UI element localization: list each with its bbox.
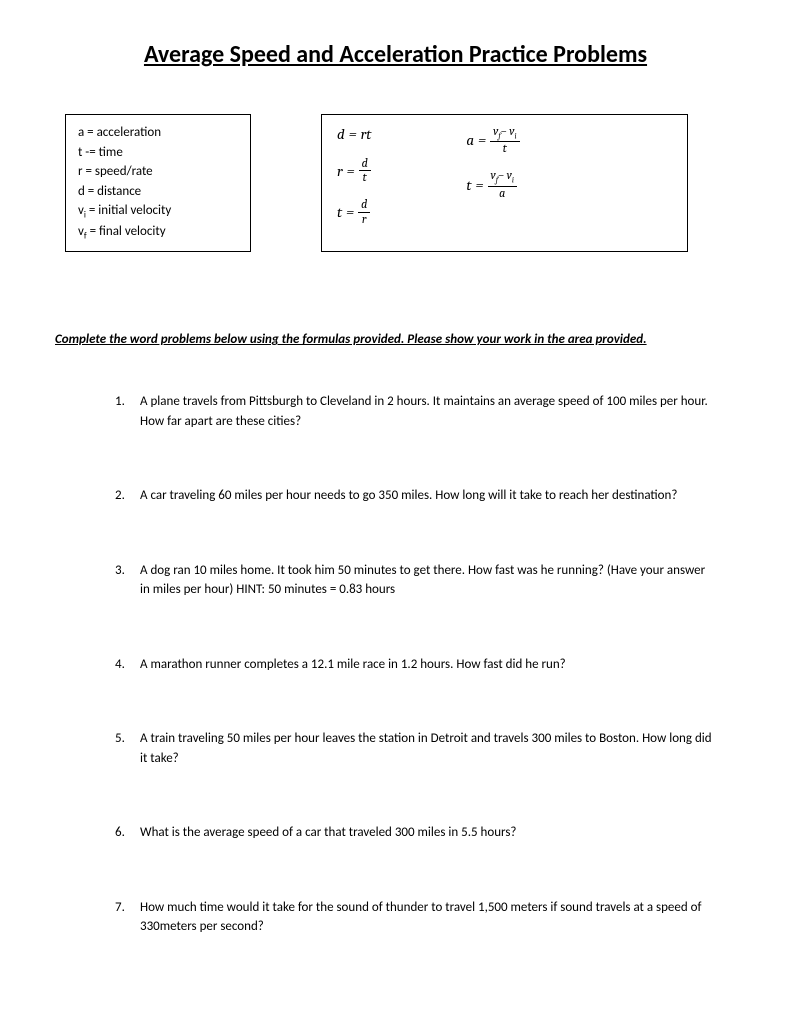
- formula-col-1: d = rt r = d t t = d r: [337, 125, 371, 241]
- formula-t-va: t = vf− vi a: [466, 169, 519, 199]
- problem-item: 5. A train traveling 50 miles per hour l…: [115, 729, 716, 768]
- def-t: t -= time: [78, 143, 238, 163]
- problem-number: 1.: [115, 392, 140, 431]
- problem-text: A dog ran 10 miles home. It took him 50 …: [140, 561, 716, 600]
- problem-item: 7. How much time would it take for the s…: [115, 898, 716, 937]
- definitions-box: a = acceleration t -= time r = speed/rat…: [65, 114, 251, 252]
- page-title: Average Speed and Acceleration Practice …: [55, 40, 736, 69]
- problem-number: 6.: [115, 823, 140, 843]
- problem-number: 2.: [115, 486, 140, 506]
- problem-number: 3.: [115, 561, 140, 600]
- def-d: d = distance: [78, 182, 238, 202]
- formula-t-dr: t = d r: [337, 198, 371, 225]
- problem-item: 3. A dog ran 10 miles home. It took him …: [115, 561, 716, 600]
- formula-col-2: a = vf− vi t t = vf− vi a: [466, 125, 519, 241]
- formula-d-rt: d = rt: [337, 125, 371, 143]
- instruction-text: Complete the word problems below using t…: [55, 332, 736, 347]
- formula-r-dt: r = d t: [337, 157, 371, 184]
- problem-text: What is the average speed of a car that …: [140, 823, 716, 843]
- def-vf: vf = final velocity: [78, 222, 238, 243]
- problems-list: 1. A plane travels from Pittsburgh to Cl…: [55, 392, 736, 937]
- problem-number: 5.: [115, 729, 140, 768]
- worksheet-page: Average Speed and Acceleration Practice …: [0, 0, 791, 977]
- formulas-box: d = rt r = d t t = d r: [321, 114, 688, 252]
- problem-number: 4.: [115, 655, 140, 675]
- problem-text: A train traveling 50 miles per hour leav…: [140, 729, 716, 768]
- problem-text: How much time would it take for the soun…: [140, 898, 716, 937]
- problem-text: A plane travels from Pittsburgh to Cleve…: [140, 392, 716, 431]
- def-vi: vi = initial velocity: [78, 201, 238, 222]
- problem-number: 7.: [115, 898, 140, 937]
- problem-item: 1. A plane travels from Pittsburgh to Cl…: [115, 392, 716, 431]
- problem-text: A car traveling 60 miles per hour needs …: [140, 486, 716, 506]
- reference-boxes: a = acceleration t -= time r = speed/rat…: [55, 114, 736, 252]
- problem-item: 4. A marathon runner completes a 12.1 mi…: [115, 655, 716, 675]
- problem-text: A marathon runner completes a 12.1 mile …: [140, 655, 716, 675]
- problem-item: 6. What is the average speed of a car th…: [115, 823, 716, 843]
- def-a: a = acceleration: [78, 123, 238, 143]
- def-r: r = speed/rate: [78, 162, 238, 182]
- formula-a: a = vf− vi t: [466, 125, 519, 155]
- problem-item: 2. A car traveling 60 miles per hour nee…: [115, 486, 716, 506]
